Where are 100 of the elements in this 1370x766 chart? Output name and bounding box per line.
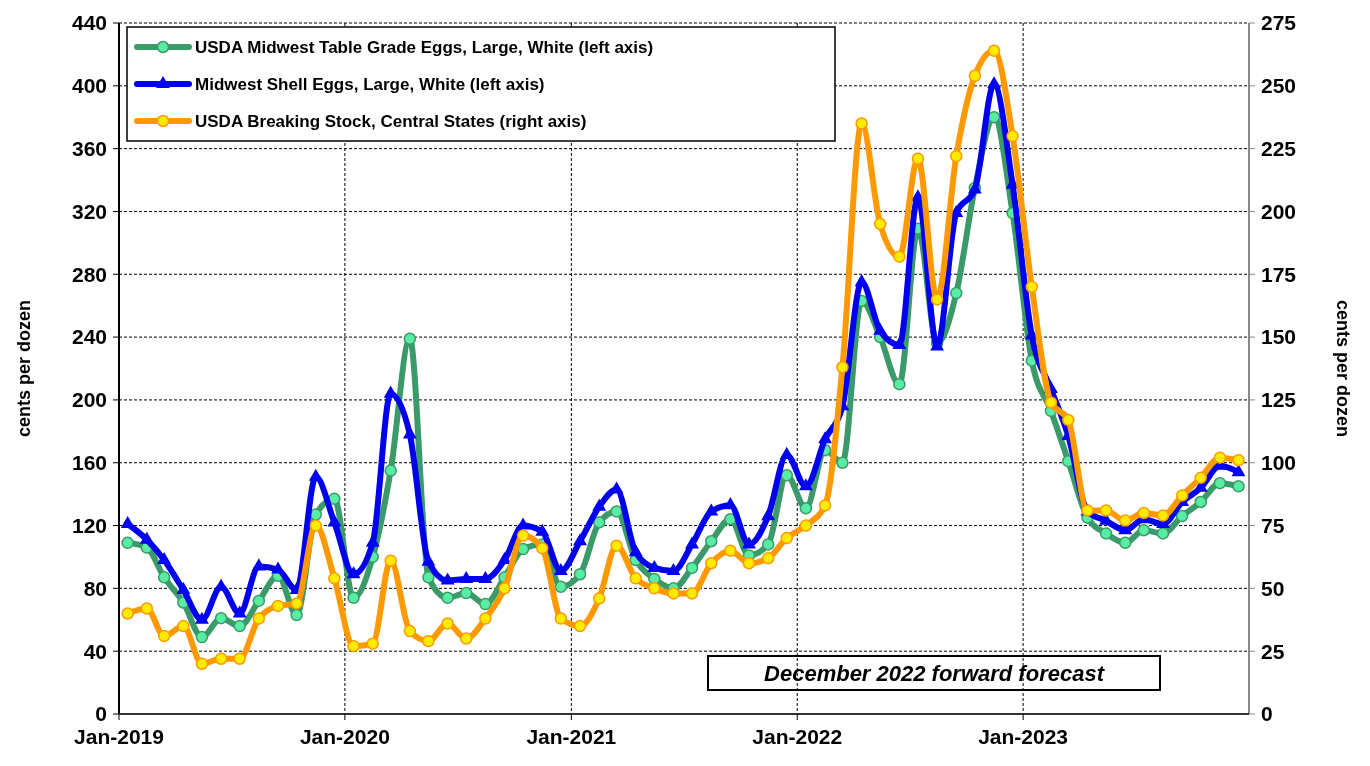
point — [799, 479, 813, 491]
point — [554, 612, 568, 625]
point — [761, 551, 775, 565]
point — [233, 606, 247, 618]
point — [592, 499, 606, 511]
point — [893, 377, 906, 391]
point — [214, 579, 228, 591]
point — [347, 566, 360, 579]
x-tick-label: Jan-2020 — [299, 725, 390, 748]
point — [290, 608, 303, 622]
point — [724, 497, 737, 510]
point — [535, 524, 549, 536]
y2-tick-label: 75 — [1261, 513, 1285, 537]
point — [233, 652, 246, 665]
point — [252, 559, 266, 571]
point — [592, 592, 606, 605]
point — [441, 617, 454, 630]
point — [422, 634, 435, 648]
y-tick-label: 200 — [71, 388, 107, 412]
point — [1232, 453, 1245, 467]
point — [704, 535, 718, 548]
point — [214, 611, 228, 625]
point — [1025, 280, 1039, 294]
point — [930, 293, 944, 306]
y-tick-label: 240 — [71, 325, 107, 349]
point — [1137, 506, 1151, 520]
point — [780, 469, 793, 482]
y-tick-label: 160 — [71, 451, 107, 475]
point — [855, 117, 868, 130]
point — [1175, 509, 1189, 523]
point — [592, 516, 606, 529]
point — [479, 597, 492, 611]
point — [667, 563, 680, 576]
point — [968, 69, 982, 83]
y2-tick-label: 125 — [1261, 388, 1297, 412]
point — [1044, 396, 1058, 409]
y-tick-label: 80 — [83, 576, 107, 600]
point — [233, 619, 246, 633]
point — [647, 560, 661, 572]
x-tick-label: Jan-2019 — [74, 725, 164, 748]
point — [459, 632, 473, 645]
point — [629, 544, 643, 557]
point — [459, 571, 473, 583]
annotation: December 2022 forward forecast — [764, 660, 1106, 686]
point — [1194, 495, 1207, 509]
point — [459, 586, 473, 600]
x-tick-label: Jan-2021 — [526, 725, 617, 748]
point — [987, 110, 1001, 124]
point — [1232, 480, 1245, 493]
y2-tick-label: 0 — [1261, 702, 1273, 726]
point — [685, 537, 699, 549]
point — [818, 499, 832, 512]
point — [195, 612, 209, 624]
point — [176, 582, 190, 594]
point — [441, 573, 454, 585]
point — [157, 629, 171, 643]
point — [309, 469, 323, 481]
point — [573, 619, 587, 633]
point — [610, 505, 623, 518]
point — [799, 519, 813, 532]
point — [610, 539, 623, 552]
point — [140, 602, 154, 615]
point — [252, 612, 266, 625]
legend-label: USDA Midwest Table Grade Eggs, Large, White (left axis) — [195, 37, 654, 57]
point — [724, 544, 737, 557]
x-tick-label: Jan-2022 — [752, 725, 843, 748]
point — [554, 563, 568, 576]
point — [366, 637, 379, 650]
point — [290, 597, 303, 610]
point — [384, 554, 397, 567]
point — [347, 639, 360, 653]
point — [836, 456, 849, 469]
y2-tick-label: 250 — [1261, 74, 1297, 98]
point — [1194, 471, 1207, 485]
point — [873, 217, 887, 231]
point — [422, 554, 435, 566]
y2-tick-label: 100 — [1261, 451, 1297, 475]
point — [1175, 489, 1189, 502]
point — [271, 562, 285, 574]
point — [742, 556, 756, 570]
point — [987, 76, 1001, 89]
point — [573, 567, 587, 581]
point — [422, 571, 435, 584]
point — [516, 529, 530, 542]
point — [1118, 514, 1132, 527]
y2-tick-label: 225 — [1261, 136, 1297, 160]
legend-label: USDA Breaking Stock, Central States (right axis) — [195, 111, 587, 131]
point — [950, 149, 963, 163]
point — [403, 427, 417, 439]
point — [554, 580, 568, 594]
point — [157, 552, 171, 565]
point — [121, 607, 134, 620]
point — [629, 572, 642, 585]
point — [780, 447, 794, 459]
y2-tick-label: 50 — [1261, 576, 1285, 600]
point — [685, 561, 699, 575]
y2-tick-label: 175 — [1261, 262, 1297, 286]
point — [121, 516, 135, 528]
point — [1099, 527, 1113, 540]
point — [704, 556, 718, 570]
